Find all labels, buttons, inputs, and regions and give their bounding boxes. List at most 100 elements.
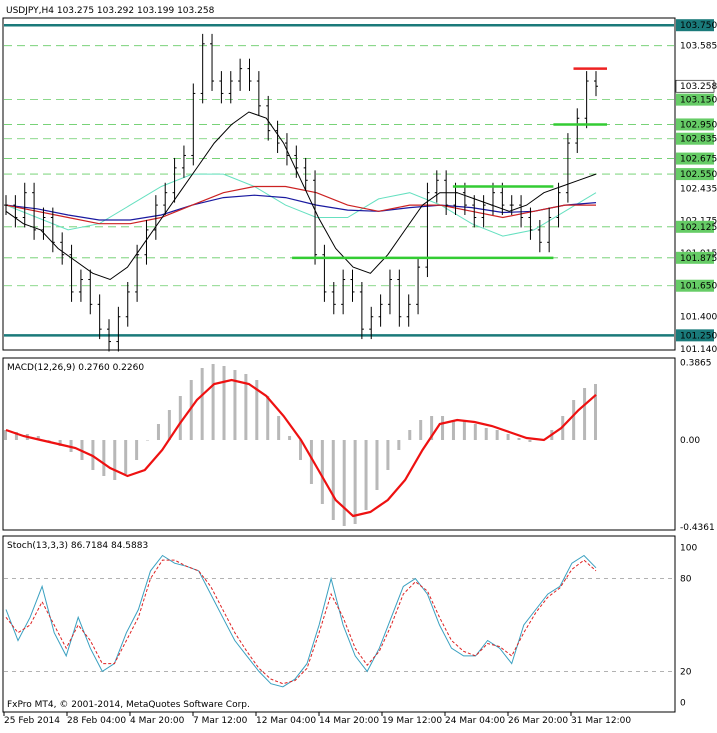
level-price-box: [676, 93, 714, 106]
time-axis-label: 25 Feb 2014: [4, 716, 60, 726]
macd-histogram-bar: [36, 436, 40, 440]
macd-histogram-bar: [135, 440, 139, 460]
macd-histogram-bar: [146, 440, 150, 441]
macd-histogram-bar: [4, 430, 7, 440]
time-axis-label: 31 Mar 12:00: [571, 716, 631, 726]
time-axis-label: 28 Feb 04:00: [67, 716, 126, 726]
time-axis-label: 14 Mar 20:00: [319, 716, 379, 726]
price-axis-label: 102.550: [680, 170, 717, 180]
ohlc-label: 103.275 103.292 103.199 103.258: [57, 6, 215, 16]
macd-histogram-bar: [386, 440, 390, 470]
macd-histogram-bar: [572, 400, 576, 440]
axis-layer: 103.750 103.585 103.258 103.150 102.950 102.8…: [3, 19, 717, 726]
macd-histogram-bar: [353, 440, 357, 524]
macd-histogram-bar: [583, 388, 587, 440]
macd-histogram-bar: [495, 430, 499, 440]
macd-histogram-bar: [331, 440, 335, 520]
macd-histogram-bar: [288, 436, 292, 440]
macd-histogram-bar: [178, 396, 182, 440]
level-price-box: [676, 118, 714, 131]
level-price-box: [676, 251, 714, 264]
symbol-label: USDJPY,H4: [6, 6, 54, 16]
macd-histogram-bar: [342, 440, 346, 526]
macd-histogram-bar: [462, 420, 466, 440]
macd-histogram-bar: [517, 438, 521, 440]
macd-axis-label: 0.3865: [680, 359, 712, 369]
price-axis-label: 101.650: [680, 282, 717, 292]
stoch-axis-label: 20: [680, 667, 692, 677]
stoch-axis-label: 0: [680, 698, 686, 708]
time-axis-label: 4 Mar 20:00: [130, 716, 185, 726]
macd-histogram-bar: [408, 430, 412, 440]
stoch-axis-label: 100: [680, 544, 697, 554]
macd-histogram-bar: [506, 434, 510, 440]
macd-histogram-bar: [233, 370, 237, 440]
macd-histogram-bar: [200, 368, 204, 440]
level-price-box: [676, 329, 714, 342]
macd-histogram-bar: [211, 364, 215, 440]
macd-histogram-bar: [124, 440, 128, 474]
chart-header: USDJPY,H4 103.275 103.292 103.199 103.25…: [6, 6, 215, 16]
time-axis-label: 24 Mar 04:00: [445, 716, 505, 726]
macd-histogram-bar: [528, 440, 532, 442]
price-axis-label: 101.250: [680, 331, 717, 341]
price-axis-label: 102.435: [680, 184, 717, 194]
time-axis-label: 19 Mar 12:00: [382, 716, 442, 726]
macd-histogram-bar: [14, 432, 18, 440]
price-panel: [2, 17, 676, 351]
stoch-signal-line: [5, 559, 597, 685]
macd-histogram-bar: [375, 440, 379, 490]
copyright-text: FxPro MT4, © 2001-2014, MetaQuotes Softw…: [7, 700, 250, 710]
price-axis-label: 101.140: [680, 345, 717, 355]
price-axis-label: 101.875: [680, 254, 717, 264]
stoch-title: Stoch(13,3,3) 86.7184 84.5883: [7, 541, 148, 551]
stoch-main-line: [5, 554, 597, 688]
level-price-box: [676, 19, 714, 32]
price-axis-label: 103.258: [680, 82, 717, 92]
price-axis-label: 103.150: [680, 96, 717, 106]
macd-histogram-bar: [451, 420, 455, 440]
ma-black-line: [5, 111, 597, 281]
macd-histogram-bar: [113, 440, 117, 480]
macd-histogram-bar: [189, 380, 193, 440]
stoch-layer: [4, 554, 674, 688]
ma-red-line: [5, 185, 596, 225]
price-axis-label: 102.835: [680, 135, 717, 145]
level-price-box: [676, 220, 714, 233]
macd-histogram-bar: [266, 396, 270, 440]
macd-histogram-bar: [397, 440, 401, 450]
level-price-box: [676, 132, 714, 145]
macd-histogram-bar: [419, 420, 423, 440]
macd-histogram-bar: [102, 440, 106, 476]
macd-histogram-bar: [441, 416, 445, 440]
macd-histogram-bar: [309, 440, 313, 484]
price-layer: [4, 23, 674, 352]
price-axis-label: 101.400: [680, 313, 717, 323]
macd-histogram-bar: [222, 366, 226, 440]
macd-histogram-bar: [299, 440, 302, 460]
macd-histogram-bar: [47, 440, 51, 441]
macd-signal-line: [5, 378, 597, 518]
macd-axis-label: 0.00: [680, 436, 700, 446]
macd-histogram-bar: [277, 416, 281, 440]
price-axis-label: 102.125: [680, 223, 717, 233]
macd-title: MACD(12,26,9) 0.2760 0.2260: [7, 363, 144, 373]
stoch-panel: [2, 535, 676, 713]
price-axis-label: 103.750: [680, 21, 717, 31]
time-axis-label: 26 Mar 20:00: [508, 716, 568, 726]
macd-histogram-bar: [430, 416, 434, 440]
macd-histogram-bar: [58, 440, 62, 446]
macd-histogram-bar: [484, 428, 488, 440]
macd-histogram-bar: [320, 440, 324, 504]
level-price-box: [676, 279, 714, 292]
price-axis-label: 103.585: [680, 42, 717, 52]
level-price-box: [676, 168, 714, 181]
macd-layer: [4, 364, 597, 526]
level-price-box: [676, 152, 714, 165]
macd-axis-label: -0.4361: [680, 523, 715, 533]
ma-blue-line: [5, 194, 597, 221]
macd-histogram-bar: [255, 380, 259, 440]
time-axis-label: 12 Mar 04:00: [256, 716, 316, 726]
